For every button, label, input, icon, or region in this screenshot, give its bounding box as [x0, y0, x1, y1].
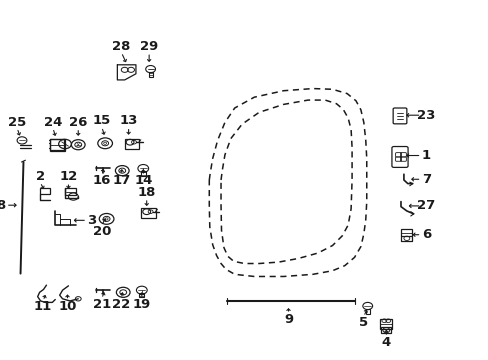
Text: 25: 25: [8, 116, 26, 129]
Text: 29: 29: [140, 40, 158, 53]
Text: 11: 11: [34, 300, 52, 313]
Text: 12: 12: [59, 170, 78, 183]
Text: 3: 3: [87, 214, 96, 227]
Text: 14: 14: [134, 174, 152, 187]
Text: 27: 27: [416, 199, 435, 212]
Text: 17: 17: [112, 174, 130, 187]
Text: 7: 7: [421, 173, 430, 186]
Text: 22: 22: [112, 298, 130, 311]
Bar: [381, 327, 390, 333]
Bar: [141, 208, 156, 218]
Text: 23: 23: [416, 109, 435, 122]
Text: 4: 4: [381, 336, 390, 349]
Text: 28: 28: [112, 40, 130, 53]
Text: 19: 19: [132, 298, 151, 311]
Text: 21: 21: [92, 298, 111, 311]
Bar: [40, 188, 50, 194]
Text: 9: 9: [284, 313, 292, 326]
Text: 26: 26: [69, 116, 87, 129]
Bar: [50, 139, 64, 151]
Text: 16: 16: [92, 174, 111, 187]
Bar: [124, 139, 139, 149]
Text: 13: 13: [119, 114, 138, 127]
Text: 1: 1: [421, 149, 430, 162]
Bar: [64, 188, 76, 195]
Bar: [139, 293, 144, 297]
Text: 20: 20: [92, 225, 111, 238]
Text: 8: 8: [0, 199, 5, 212]
Bar: [148, 72, 152, 77]
Bar: [380, 319, 391, 329]
Bar: [401, 229, 411, 236]
Text: 5: 5: [359, 316, 367, 329]
Text: 10: 10: [58, 300, 77, 313]
Text: 6: 6: [421, 228, 430, 241]
Bar: [365, 309, 369, 314]
Text: 2: 2: [36, 170, 44, 183]
Text: 24: 24: [43, 116, 62, 129]
Bar: [141, 171, 145, 176]
Text: 18: 18: [137, 186, 156, 199]
Text: 15: 15: [92, 114, 111, 127]
